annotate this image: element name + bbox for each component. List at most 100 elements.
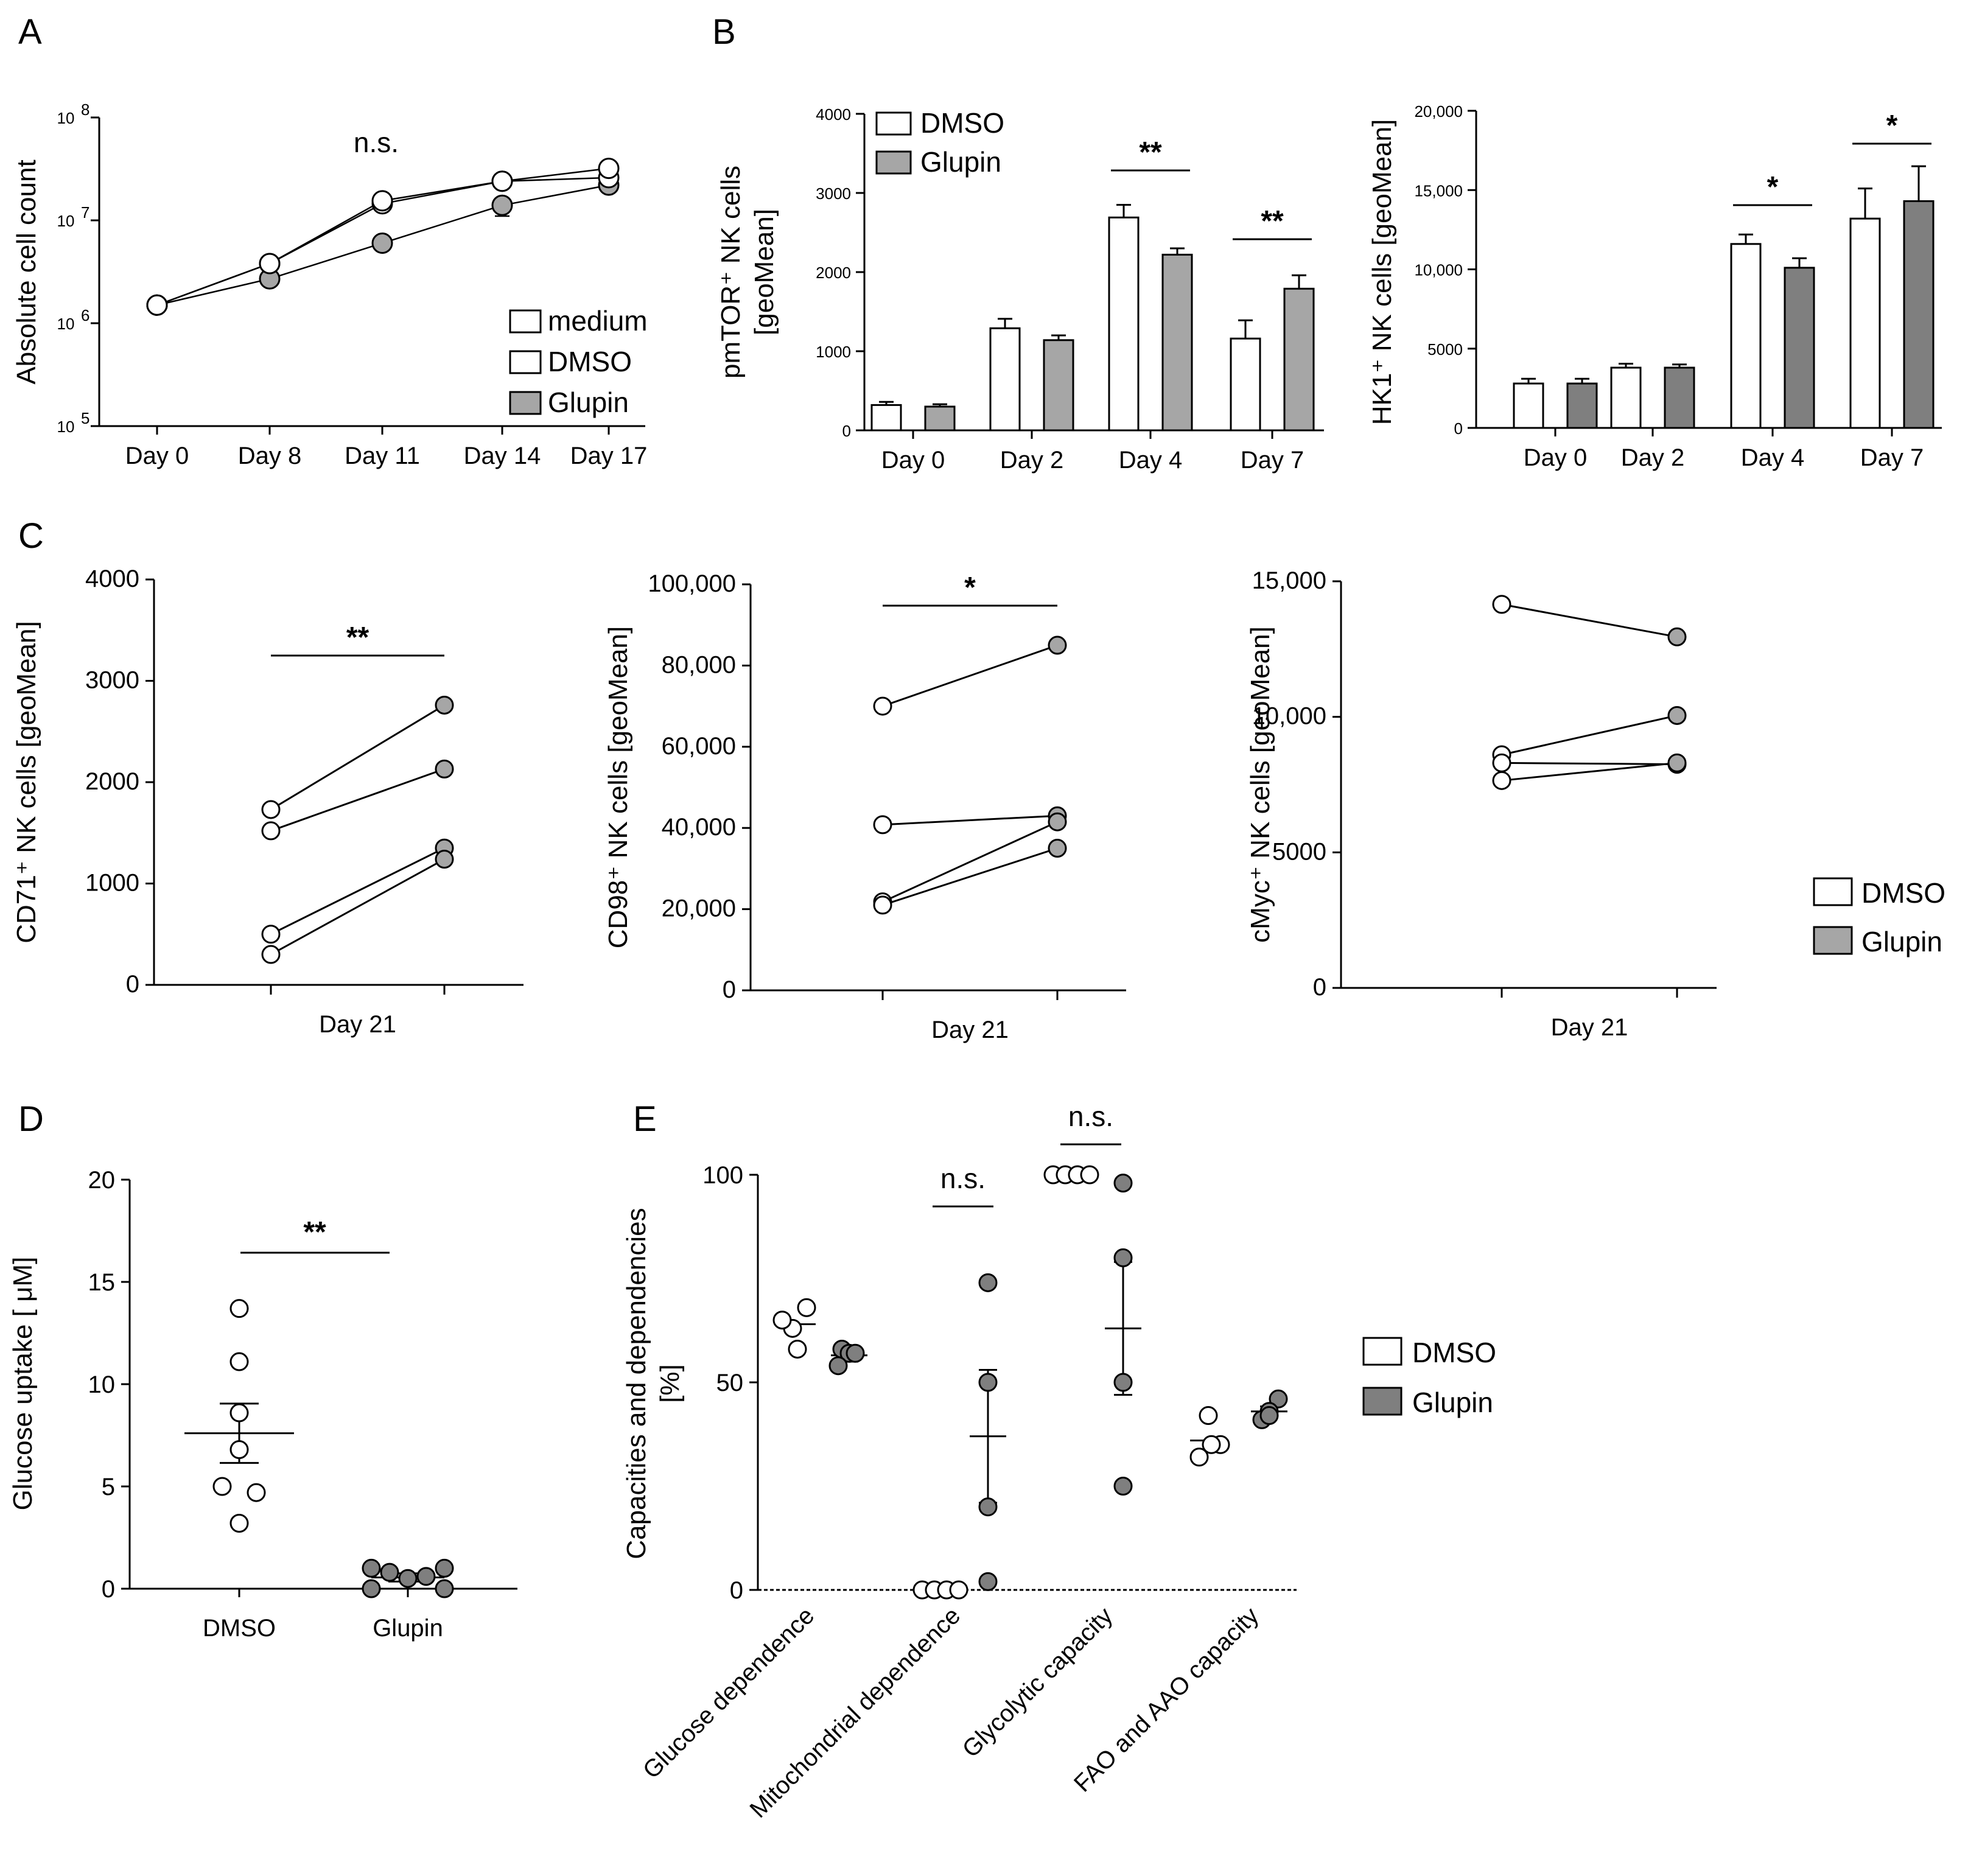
annotation-ns: n.s.	[354, 127, 399, 158]
point-dmso	[229, 1403, 249, 1423]
y-tick-label: 0	[1313, 974, 1326, 1001]
y-axis-label-units: [%]	[655, 1364, 685, 1403]
y-axis-label: Capacities and dependencies	[622, 1208, 651, 1559]
point-glupin	[380, 1563, 399, 1582]
y-axis-label: CD71⁺ NK cells [geoMean]	[12, 621, 41, 943]
y-tick-label: 5	[102, 1474, 115, 1500]
y-tick-label: 80,000	[662, 651, 736, 678]
pair-line	[270, 847, 445, 936]
point-dmso	[261, 945, 281, 964]
bar-dmso	[1230, 337, 1261, 432]
point-medium	[491, 170, 513, 192]
bar-glupin	[1283, 287, 1315, 432]
pair-line	[270, 704, 445, 811]
bar-dmso	[1730, 243, 1762, 429]
bar-glupin	[924, 405, 956, 432]
chart-a-cell-count: 10 5 10 6 10 7 10 8 Day 0 Day 8 Day 11 Day 14 Day 17…	[12, 100, 648, 469]
panel-label-a: A	[18, 12, 42, 52]
point-dmso	[1492, 771, 1511, 790]
point-dmso	[261, 925, 281, 944]
y-tick-exponent: 7	[81, 203, 89, 222]
y-axis-label: CD98⁺ NK cells [geoMean]	[603, 626, 633, 948]
point-glupin	[435, 1579, 454, 1598]
legend-label: DMSO	[548, 346, 632, 377]
y-tick-label: 5000	[1272, 838, 1326, 865]
panel-label-d: D	[18, 1099, 44, 1139]
point-glupin	[1048, 839, 1067, 858]
x-tick-label: DMSO	[203, 1615, 276, 1642]
point-glupin	[978, 1497, 998, 1517]
point-dmso	[873, 696, 892, 716]
y-tick-label: 20	[88, 1167, 116, 1194]
point-dmso	[949, 1580, 968, 1600]
point-dmso	[1492, 595, 1511, 614]
point-dmso	[873, 895, 892, 915]
y-tick-label: 20,000	[662, 895, 736, 922]
legend-swatch-medium	[509, 309, 542, 334]
bar-glupin	[1784, 267, 1815, 429]
x-tick-label: Glupin	[373, 1615, 443, 1642]
legend-swatch-glupin	[1813, 926, 1853, 955]
point-glupin	[1048, 812, 1067, 831]
point-glupin	[362, 1558, 381, 1578]
point-dmso	[797, 1298, 816, 1317]
legend-label: DMSO	[920, 107, 1004, 139]
y-tick-label: 50	[716, 1370, 744, 1396]
point-medium	[259, 253, 281, 275]
y-tick-label: 10,000	[1414, 261, 1463, 279]
pair-line	[882, 821, 1058, 903]
y-tick-label: 10	[57, 109, 75, 127]
bar-dmso	[989, 327, 1021, 432]
significance-stars: **	[1139, 136, 1162, 169]
bar-glupin	[1664, 366, 1695, 429]
x-tick-label: Day 14	[464, 443, 541, 469]
x-tick-label: Day 4	[1119, 447, 1183, 474]
point-glupin	[1667, 705, 1687, 725]
bar-dmso	[1849, 217, 1881, 429]
y-tick-label: 0	[126, 971, 139, 998]
point-dmso	[1492, 753, 1511, 772]
point-glupin	[1667, 627, 1687, 646]
point-glupin	[846, 1343, 865, 1363]
point-dmso	[229, 1299, 249, 1318]
y-tick-label: 10	[57, 418, 75, 436]
point-glupin	[362, 1579, 381, 1598]
x-tick-label: Day 0	[1524, 444, 1588, 471]
x-tick-label: Day 7	[1241, 447, 1304, 474]
point-glupin	[416, 1567, 436, 1586]
pair-line	[1501, 761, 1678, 782]
y-tick-label: 10,000	[1252, 703, 1326, 730]
y-tick-label: 15,000	[1252, 567, 1326, 594]
legend-label: Glupin	[1861, 926, 1942, 957]
chart-c-cd98: 0 20,000 40,000 60,000 80,000 100,000 Day 21 CD…	[603, 570, 1126, 1043]
legend-label: DMSO	[1412, 1337, 1496, 1368]
x-tick-label: Day 2	[1000, 447, 1064, 474]
y-tick-exponent: 6	[81, 306, 89, 324]
y-tick-label: 1000	[85, 870, 139, 897]
legend-label: DMSO	[1861, 877, 1945, 909]
point-medium	[146, 294, 168, 316]
y-tick-label: 0	[1454, 419, 1463, 438]
point-glupin	[371, 232, 393, 254]
point-glupin	[978, 1373, 998, 1392]
x-tick-label: Day 7	[1860, 444, 1924, 471]
bar-glupin	[1161, 253, 1193, 432]
chart-b-pmtor: 0 1000 2000 3000 4000 Day 0 Day 2 Day 4 Day 7 ** *…	[716, 105, 1324, 474]
y-tick-label: 4000	[816, 105, 851, 124]
y-tick-label: 2000	[85, 768, 139, 795]
x-tick-label: Glycolytic capacity	[958, 1602, 1118, 1763]
bar-glupin	[1043, 339, 1074, 432]
panel-label-e: E	[633, 1099, 657, 1139]
point-dmso	[1202, 1435, 1221, 1454]
y-axis-label: Glucose uptake [ μM]	[8, 1257, 38, 1511]
chart-c-cmyc: 0 5000 10,000 15,000 Day 21 cMyc⁺ NK cells [g…	[1245, 567, 1945, 1041]
legend-swatch-glupin	[875, 150, 912, 175]
point-dmso	[1199, 1406, 1218, 1426]
significance-ns: n.s.	[1068, 1101, 1113, 1132]
point-glupin	[828, 1356, 848, 1376]
point-dmso	[247, 1483, 266, 1502]
point-medium	[598, 158, 620, 180]
point-glupin	[1113, 1373, 1133, 1392]
y-tick-label: 20,000	[1414, 102, 1463, 121]
